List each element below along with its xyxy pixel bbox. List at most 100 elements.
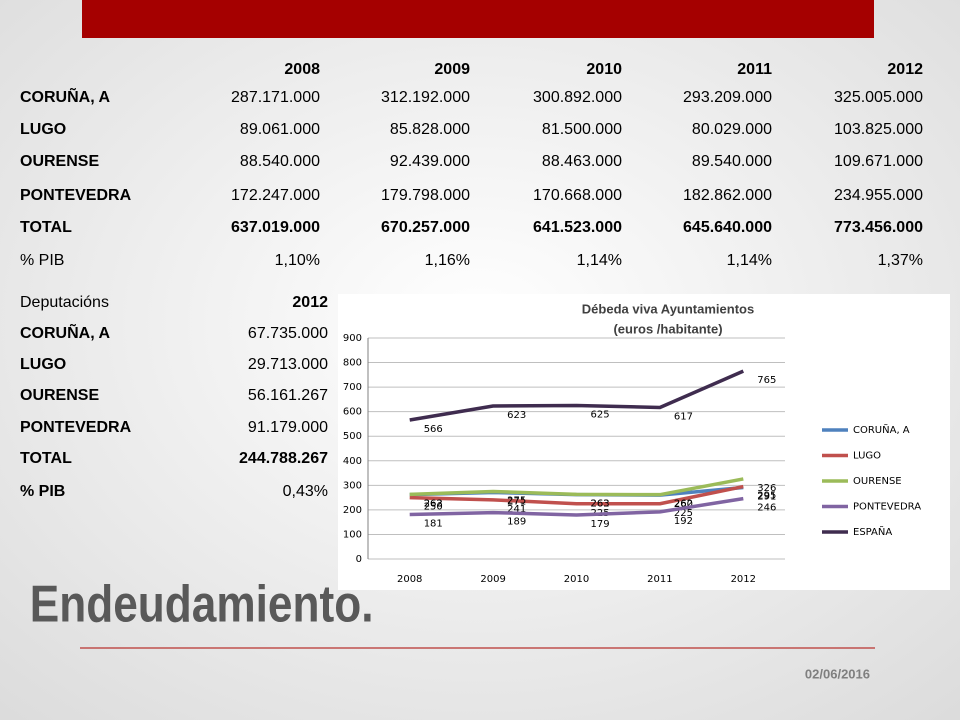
cell: 234.955.000	[834, 187, 923, 204]
y-tick-label: 400	[343, 456, 362, 467]
data-label: 326	[757, 483, 776, 494]
column-header: 2008	[284, 61, 320, 78]
cell: 89.540.000	[692, 153, 772, 170]
x-tick-label: 2012	[731, 574, 756, 585]
data-label: 295	[757, 491, 776, 502]
row-label: LUGO	[20, 121, 66, 138]
row-label: PONTEVEDRA	[20, 187, 132, 204]
data-label: 192	[674, 516, 693, 527]
series-line	[409, 496, 744, 517]
cell: 1,14%	[727, 252, 772, 269]
cell: 67.735.000	[248, 325, 328, 342]
cell: 287.171.000	[231, 89, 320, 106]
data-label: 262	[674, 499, 693, 510]
row-label: TOTAL	[20, 450, 72, 467]
series-line	[409, 369, 744, 422]
cell: 88.463.000	[542, 153, 622, 170]
x-tick-label: 2011	[647, 574, 672, 585]
chart-area	[338, 294, 950, 590]
column-header: 2010	[586, 61, 622, 78]
cell: 81.500.000	[542, 121, 622, 138]
cell: 109.671.000	[834, 153, 923, 170]
cell: 91.179.000	[248, 419, 328, 436]
y-tick-label: 600	[343, 407, 362, 418]
cell: 293.209.000	[683, 89, 772, 106]
cell: 637.019.000	[231, 219, 320, 236]
column-header: 2012	[887, 61, 923, 78]
cell: 56.161.267	[248, 387, 328, 404]
x-tick-label: 2008	[397, 574, 422, 585]
y-tick-label: 700	[343, 382, 362, 393]
legend-label: LUGO	[853, 451, 881, 462]
row-label: CORUÑA, A	[20, 322, 111, 342]
column-header: 2011	[737, 61, 772, 78]
row-label: CORUÑA, A	[20, 86, 111, 106]
cell: 179.798.000	[381, 187, 470, 204]
cell: 670.257.000	[381, 219, 470, 236]
y-tick-label: 0	[356, 554, 362, 565]
data-label: 189	[507, 517, 526, 528]
data-label: 262	[424, 499, 443, 510]
cell: 172.247.000	[231, 187, 320, 204]
cell: 773.456.000	[834, 219, 923, 236]
data-label: 765	[757, 375, 776, 386]
data-label: 617	[674, 411, 693, 422]
x-tick-label: 2010	[564, 574, 589, 585]
column-header: 2012	[292, 294, 328, 311]
data-label: 260	[674, 499, 693, 510]
data-label: 250	[424, 502, 443, 513]
y-tick-label: 300	[343, 480, 362, 491]
data-label: 625	[591, 410, 610, 421]
cell: 645.640.000	[683, 219, 772, 236]
y-tick-label: 200	[343, 505, 362, 516]
data-label: 263	[591, 498, 610, 509]
cell: 92.439.000	[390, 153, 470, 170]
cell: 0,43%	[283, 483, 328, 500]
chart-title: Débeda viva Ayuntamientos	[582, 301, 754, 316]
cell: 89.061.000	[240, 121, 320, 138]
cell: 1,10%	[275, 252, 320, 269]
cell: 325.005.000	[834, 89, 923, 106]
row-label: OURENSE	[20, 153, 99, 170]
date: 02/06/2016	[805, 666, 870, 681]
series-line	[409, 477, 744, 497]
cell: 88.540.000	[240, 153, 320, 170]
row-label: OURENSE	[20, 387, 99, 404]
row-label: LUGO	[20, 356, 66, 373]
cell: 641.523.000	[533, 219, 622, 236]
y-tick-label: 900	[343, 333, 362, 344]
data-label: 225	[674, 508, 693, 519]
heading: Endeudamiento.	[30, 575, 374, 633]
y-tick-label: 500	[343, 431, 362, 442]
legend-label: ESPAÑA	[853, 525, 892, 538]
cell: 85.828.000	[390, 121, 470, 138]
x-tick-label: 2009	[480, 574, 505, 585]
row-label: % PIB	[20, 252, 64, 269]
cell: 103.825.000	[834, 121, 923, 138]
column-header: Deputacións	[20, 294, 109, 311]
row-label: TOTAL	[20, 219, 72, 236]
row-label: PONTEVEDRA	[20, 419, 132, 436]
cell: 182.862.000	[683, 187, 772, 204]
row-label: % PIB	[20, 483, 65, 500]
y-tick-label: 800	[343, 358, 362, 369]
data-label: 291	[757, 492, 776, 503]
data-label: 263	[424, 498, 443, 509]
data-label: 179	[591, 519, 610, 530]
top-bar	[82, 0, 874, 38]
cell: 300.892.000	[533, 89, 622, 106]
cell: 1,16%	[425, 252, 470, 269]
cell: 29.713.000	[248, 356, 328, 373]
cell: 244.788.267	[239, 450, 328, 467]
cell: 80.029.000	[692, 121, 772, 138]
data-label: 181	[424, 519, 443, 530]
data-label: 623	[507, 410, 526, 421]
cell: 170.668.000	[533, 187, 622, 204]
y-tick-label: 100	[343, 529, 362, 540]
series-line	[409, 484, 744, 506]
cell: 1,37%	[878, 252, 923, 269]
chart-subtitle: (euros /habitante)	[613, 321, 722, 336]
data-label: 275	[507, 495, 526, 506]
cell: 1,14%	[577, 252, 622, 269]
